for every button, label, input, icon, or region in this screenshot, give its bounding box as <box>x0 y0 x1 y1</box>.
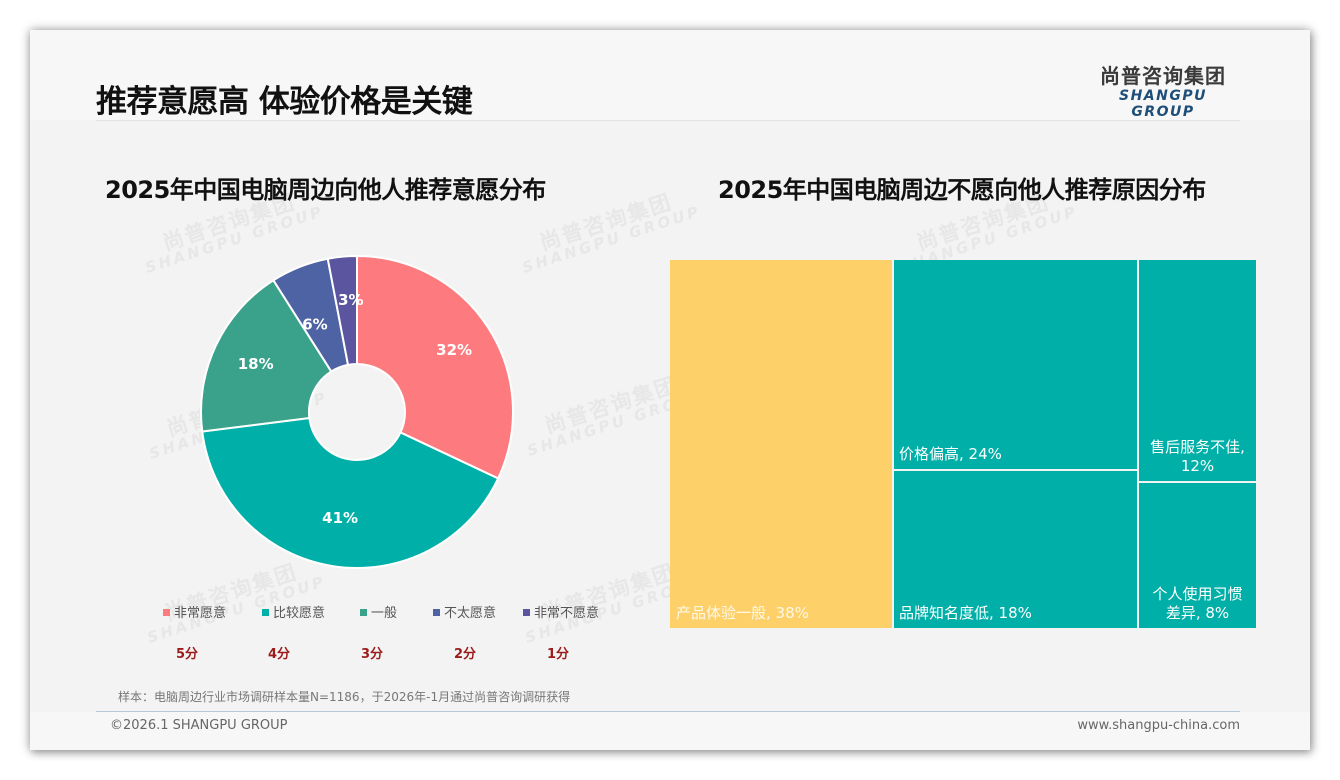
donut-slice-label: 41% <box>322 509 358 527</box>
donut-legend: 非常愿意 比较愿意 一般 不太愿意 非常不愿意 <box>160 602 660 622</box>
score-label-1: 1分 <box>547 647 570 662</box>
legend-item-very-unwilling: 非常不愿意 <box>523 602 599 621</box>
treemap-chart-title: 2025年中国电脑周边不愿向他人推荐原因分布 <box>718 176 1206 204</box>
score-label-3: 3分 <box>361 647 384 662</box>
footer-band <box>30 712 1310 750</box>
legend-item-unwilling: 不太愿意 <box>433 602 496 621</box>
donut-slice-label: 32% <box>436 341 472 359</box>
donut-chart: 32% 41% 18% 6% 3% <box>200 255 514 569</box>
legend-item-very-willing: 非常愿意 <box>163 602 226 621</box>
donut-slice-willing <box>201 416 500 569</box>
donut-slice-label: 18% <box>238 355 274 373</box>
slide: 尚普咨询集团 SHANGPU GROUP 尚普咨询集团 SHANGPU GROUP … <box>30 30 1310 750</box>
donut-slice-label: 6% <box>302 315 327 333</box>
tile-label: 价格偏高, 24% <box>899 445 1002 463</box>
treemap-tile-usage-habits: 个人使用习惯 差异, 8% <box>1139 483 1256 628</box>
copyright-text: ©2026.1 SHANGPU GROUP <box>110 718 288 733</box>
website-link[interactable]: www.shangpu-china.com <box>1077 718 1240 733</box>
donut-chart-title: 2025年中国电脑周边向他人推荐意愿分布 <box>105 176 546 204</box>
donut-labels: 32% 41% 18% 6% 3% <box>238 291 472 527</box>
logo-text-en: SHANGPU GROUP <box>1119 88 1207 120</box>
sample-note: 样本：电脑周边行业市场调研样本量N=1186，于2026年-1月通过尚普咨询调研… <box>118 690 571 704</box>
legend-item-willing: 比较愿意 <box>262 602 325 621</box>
legend-item-neutral: 一般 <box>360 602 397 621</box>
donut-slice-very-willing <box>356 255 514 480</box>
header-band <box>30 30 1310 120</box>
title-divider <box>96 120 1240 121</box>
donut-slice-label: 3% <box>338 291 363 309</box>
page-title: 推荐意愿高 体验价格是关键 <box>96 84 473 120</box>
tile-label: 品牌知名度低, 18% <box>899 604 1032 622</box>
treemap-tile-brand-awareness: 品牌知名度低, 18% <box>894 471 1137 628</box>
treemap-tile-price-high: 价格偏高, 24% <box>894 260 1137 469</box>
donut-slices <box>200 255 514 569</box>
treemap-tile-after-sales: 售后服务不佳, 12% <box>1139 260 1256 481</box>
donut-slice-very-unwilling <box>326 255 358 367</box>
legend-swatch <box>523 609 530 616</box>
logo-text-cn: 尚普咨询集团 <box>1100 64 1226 88</box>
tile-label: 个人使用习惯 差异, 8% <box>1152 585 1243 622</box>
score-label-2: 2分 <box>454 647 477 662</box>
legend-swatch <box>163 609 170 616</box>
treemap-tile-product-experience: 产品体验一般, 38% <box>670 260 892 628</box>
tile-label: 产品体验一般, 38% <box>676 604 809 622</box>
donut-chart-svg: 32% 41% 18% 6% 3% <box>200 255 514 569</box>
score-label-5: 5分 <box>176 647 199 662</box>
legend-swatch <box>360 609 367 616</box>
legend-swatch <box>433 609 440 616</box>
legend-swatch <box>262 609 269 616</box>
company-logo: 尚普咨询集团 SHANGPU GROUP <box>1088 64 1238 120</box>
treemap-chart: 产品体验一般, 38% 价格偏高, 24% 品牌知名度低, 18% 售后服务不佳… <box>670 260 1256 628</box>
tile-label: 售后服务不佳, 12% <box>1150 438 1245 475</box>
footer-divider <box>96 711 1240 712</box>
donut-slice-neutral <box>200 278 333 433</box>
score-label-4: 4分 <box>268 647 291 662</box>
